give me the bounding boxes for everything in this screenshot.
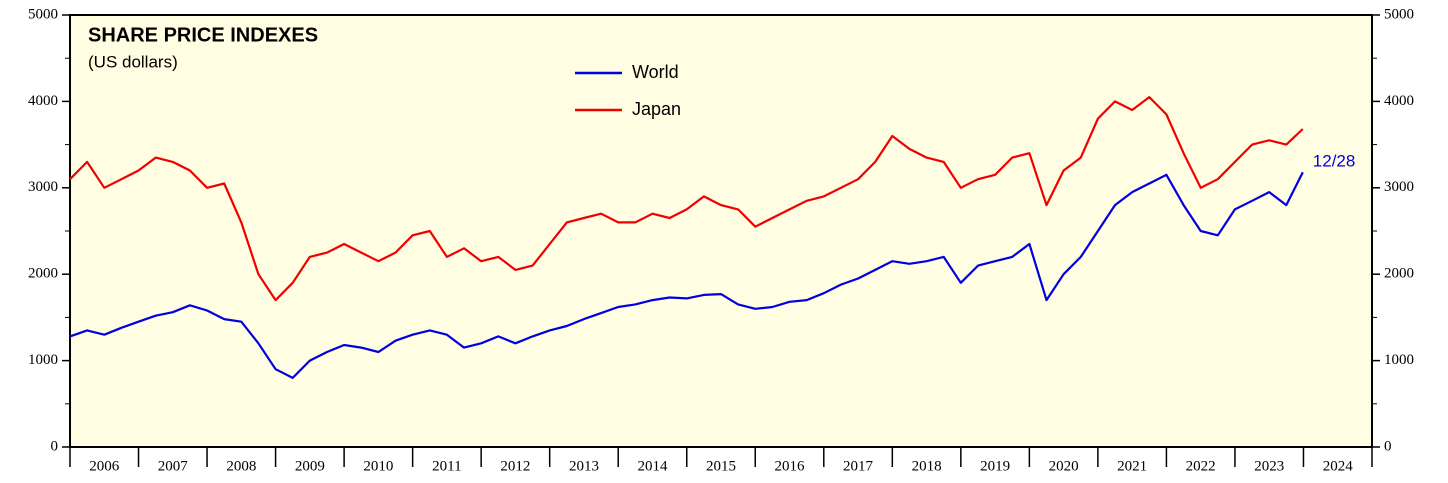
y2-tick-label: 3000 [1384, 179, 1414, 195]
x-tick-label: 2015 [706, 458, 736, 474]
x-tick-label: 2017 [843, 458, 874, 474]
legend-label: World [632, 62, 679, 82]
x-tick-label: 2018 [912, 458, 942, 474]
legend-label: Japan [632, 99, 681, 119]
y-tick-label: 3000 [28, 179, 58, 195]
x-tick-label: 2007 [158, 458, 189, 474]
y2-tick-label: 2000 [1384, 266, 1414, 282]
x-tick-label: 2016 [775, 458, 806, 474]
x-tick-label: 2010 [363, 458, 393, 474]
y-tick-label: 5000 [28, 6, 58, 22]
y2-tick-label: 0 [1384, 438, 1392, 454]
annotation: 12/28 [1313, 152, 1356, 171]
chart-subtitle: (US dollars) [88, 52, 178, 71]
y-tick-label: 4000 [28, 93, 58, 109]
x-tick-label: 2014 [637, 458, 668, 474]
x-tick-label: 2023 [1254, 458, 1284, 474]
x-tick-label: 2024 [1323, 458, 1354, 474]
series-line [69, 171, 1304, 379]
plot-area [69, 14, 1373, 448]
x-tick-label: 2006 [89, 458, 120, 474]
x-tick-label: 2009 [295, 458, 325, 474]
y-tick-label: 2000 [28, 266, 58, 282]
x-tick-label: 2020 [1049, 458, 1079, 474]
y2-tick-label: 4000 [1384, 93, 1414, 109]
y2-tick-label: 5000 [1384, 6, 1414, 22]
series-line [69, 96, 1304, 302]
x-tick-label: 2008 [226, 458, 256, 474]
x-tick-label: 2013 [569, 458, 599, 474]
x-tick-label: 2019 [980, 458, 1010, 474]
y2-tick-label: 1000 [1384, 352, 1414, 368]
x-tick-label: 2012 [500, 458, 530, 474]
chart-title: SHARE PRICE INDEXES [88, 24, 318, 46]
x-tick-label: 2022 [1186, 458, 1216, 474]
y-tick-label: 0 [51, 438, 59, 454]
x-tick-label: 2011 [432, 458, 461, 474]
y-tick-label: 1000 [28, 352, 58, 368]
x-tick-label: 2021 [1117, 458, 1147, 474]
